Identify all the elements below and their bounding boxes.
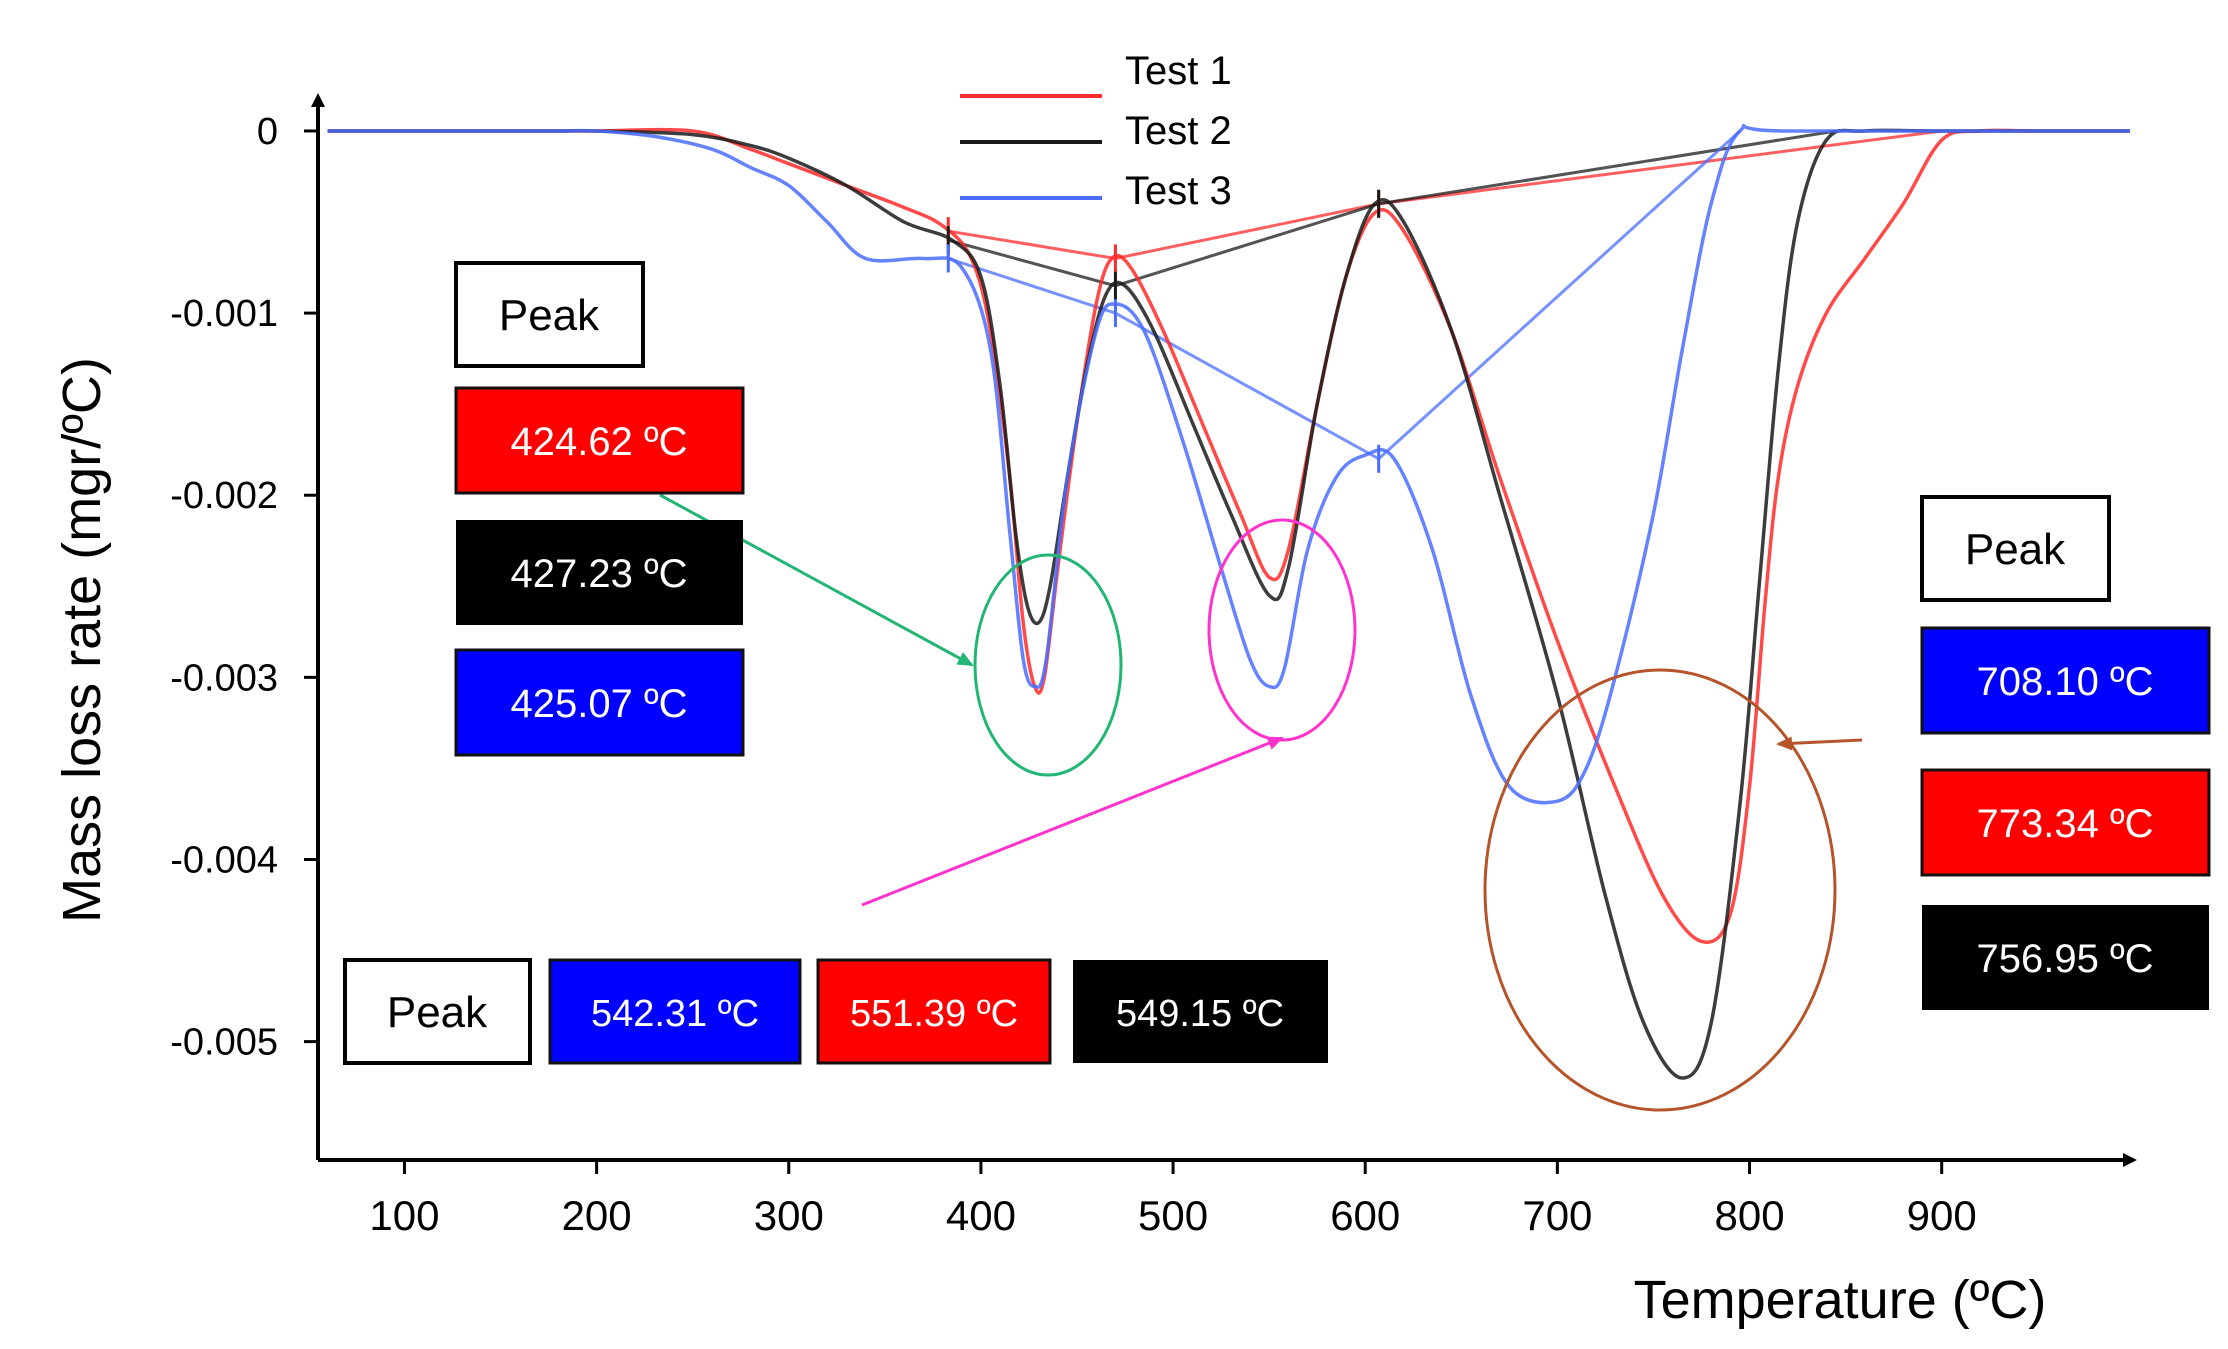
peak2-header-box bbox=[343, 958, 532, 1065]
legend-label-test3: Test 3 bbox=[1125, 169, 1232, 213]
x-tick-label: 600 bbox=[1330, 1192, 1400, 1239]
x-tick-label: 500 bbox=[1138, 1192, 1208, 1239]
peak2-circle bbox=[1207, 518, 1357, 742]
legend-label-test1: Test 1 bbox=[1125, 49, 1232, 93]
peak1-test3-box bbox=[454, 648, 745, 757]
peak1-header-label: Peak bbox=[499, 291, 600, 340]
peak3-test2-value: 756.95 ºC bbox=[1977, 937, 2154, 981]
peak2-test2-box bbox=[1073, 960, 1328, 1063]
peak1-test2-box bbox=[456, 520, 743, 625]
peak2-test1-value: 551.39 ºC bbox=[850, 993, 1018, 1035]
baseline-test-2 bbox=[947, 129, 1837, 288]
peak2-test3-box bbox=[548, 958, 802, 1065]
peak2-test3-value: 542.31 ºC bbox=[591, 993, 759, 1035]
y-tick-label: -0.005 bbox=[170, 1022, 278, 1064]
baseline-test-1 bbox=[948, 129, 1942, 261]
x-tick-label: 700 bbox=[1522, 1192, 1592, 1239]
peak1-test1-box bbox=[454, 386, 745, 495]
peak3-header-box bbox=[1920, 495, 2111, 602]
markers-layer bbox=[946, 189, 1381, 473]
peak3-header-label: Peak bbox=[1965, 525, 2066, 574]
y-ticks: 0 -0.001 -0.002 -0.003 -0.004 -0.005 bbox=[170, 111, 318, 1064]
baseline-test-3 bbox=[947, 129, 1741, 461]
baselines-layer bbox=[947, 129, 1942, 461]
series-test-3 bbox=[327, 123, 2130, 805]
peak3-test3-box bbox=[1920, 626, 2211, 735]
peak3-test1-box bbox=[1920, 768, 2211, 877]
legend-label-test2: Test 2 bbox=[1125, 109, 1232, 153]
x-axis-title: Temperature (ºC) bbox=[1634, 1270, 2047, 1330]
legend: Test 1 Test 2 Test 3 bbox=[960, 49, 1232, 213]
x-tick-label: 900 bbox=[1907, 1192, 1977, 1239]
y-tick-label: -0.001 bbox=[170, 293, 278, 335]
x-tick-label: 400 bbox=[946, 1192, 1016, 1239]
series-test-2 bbox=[327, 128, 2130, 1080]
y-tick-label: -0.002 bbox=[170, 475, 278, 517]
y-axis-title: Mass loss rate (mgr/ºC) bbox=[52, 357, 112, 923]
x-tick-label: 300 bbox=[754, 1192, 824, 1239]
peak2-test1-box bbox=[816, 958, 1052, 1065]
peak3-test1-value: 773.34 ºC bbox=[1977, 802, 2154, 846]
y-tick-label: -0.004 bbox=[170, 839, 278, 881]
y-tick-label: -0.003 bbox=[170, 657, 278, 699]
series-test-1 bbox=[327, 127, 2130, 944]
y-tick-label: 0 bbox=[257, 111, 278, 153]
peak3-test2-box bbox=[1922, 905, 2209, 1010]
peak1-test3-value: 425.07 ºC bbox=[511, 682, 688, 726]
peak1-circle bbox=[973, 553, 1123, 777]
peak2-header-label: Peak bbox=[387, 988, 488, 1037]
peak2-arrow bbox=[861, 736, 1284, 907]
peak1-test1-value: 424.62 ºC bbox=[511, 420, 688, 464]
peak3-test3-value: 708.10 ºC bbox=[1977, 660, 2154, 704]
peak2-test2-value: 549.15 ºC bbox=[1116, 993, 1284, 1035]
peak3-arrow bbox=[1776, 736, 1863, 751]
peak1-header-box bbox=[454, 261, 645, 368]
series-layer bbox=[327, 123, 2130, 1080]
peak-group-1: Peak 424.62 ºC 427.23 ºC 425.07 ºC bbox=[454, 261, 745, 757]
peak1-test2-value: 427.23 ºC bbox=[511, 552, 688, 596]
peak-group-3: Peak 708.10 ºC 773.34 ºC 756.95 ºC bbox=[1920, 495, 2211, 1010]
x-ticks: 100 200 300 400 500 600 700 800 900 bbox=[369, 1160, 1977, 1239]
peak-group-2: Peak 542.31 ºC 551.39 ºC 549.15 ºC bbox=[343, 958, 1328, 1065]
peak3-circle bbox=[1483, 668, 1837, 1112]
x-tick-label: 200 bbox=[562, 1192, 632, 1239]
x-tick-label: 100 bbox=[369, 1192, 439, 1239]
x-tick-label: 800 bbox=[1714, 1192, 1784, 1239]
